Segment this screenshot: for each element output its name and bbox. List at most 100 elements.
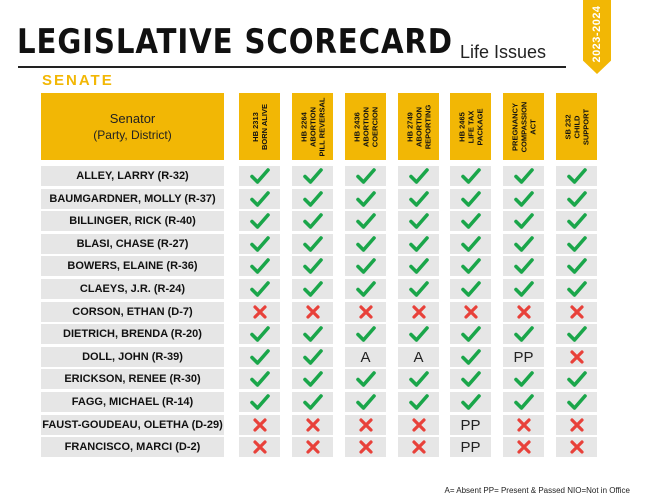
vote-check-icon [345, 211, 386, 231]
vote-status-text: PP [513, 348, 534, 366]
vote-x-icon [345, 302, 386, 322]
vote-check-icon [292, 211, 333, 231]
vote-status-cell: PP [450, 415, 491, 435]
bill-header-label: PREGNANCY COMPASSION ACT [510, 101, 537, 152]
vote-check-icon [503, 392, 544, 412]
vote-check-icon [398, 392, 439, 412]
vote-check-icon [345, 166, 386, 186]
vote-check-icon [239, 234, 280, 254]
bill-column-header: SB 232 CHILD SUPPORT [556, 93, 597, 160]
vote-x-icon [556, 302, 597, 322]
vote-check-icon [503, 166, 544, 186]
vote-check-icon [450, 234, 491, 254]
vote-x-icon [556, 437, 597, 457]
senator-name: BAUMGARDNER, MOLLY (R-37) [41, 189, 224, 209]
vote-x-icon [556, 347, 597, 367]
vote-check-icon [239, 256, 280, 276]
vote-check-icon [239, 324, 280, 344]
vote-check-icon [503, 324, 544, 344]
bill-header-label: HB 2465 LIFE TAX PACKAGE [457, 108, 484, 145]
vote-x-icon [398, 302, 439, 322]
vote-check-icon [556, 189, 597, 209]
vote-check-icon [239, 166, 280, 186]
vote-check-icon [450, 211, 491, 231]
vote-check-icon [292, 324, 333, 344]
vote-x-icon [556, 415, 597, 435]
vote-check-icon [450, 392, 491, 412]
bill-column-header: HB 2749 ABORTION REPORTING [398, 93, 439, 160]
senator-name: BOWERS, ELAINE (R-36) [41, 256, 224, 276]
vote-check-icon [503, 211, 544, 231]
vote-status-text: PP [460, 416, 481, 434]
vote-status-cell: A [398, 347, 439, 367]
bill-header-label: SB 232 CHILD SUPPORT [563, 108, 590, 145]
vote-check-icon [503, 369, 544, 389]
vote-check-icon [292, 256, 333, 276]
vote-status-cell: PP [503, 347, 544, 367]
vote-x-icon [503, 415, 544, 435]
vote-status-cell: PP [450, 437, 491, 457]
vote-check-icon [450, 256, 491, 276]
bill-header-label: HB 2264 ABORTION PILL REVERSAL [299, 96, 326, 157]
bill-column-header: HB 2264 ABORTION PILL REVERSAL [292, 93, 333, 160]
vote-check-icon [450, 279, 491, 299]
senator-column-header: Senator (Party, District) [41, 93, 224, 160]
bill-column-header: HB 2313 BORN ALIVE [239, 93, 280, 160]
vote-check-icon [398, 279, 439, 299]
vote-check-icon [345, 256, 386, 276]
senator-name: ERICKSON, RENEE (R-30) [41, 369, 224, 389]
vote-x-icon [398, 437, 439, 457]
vote-check-icon [450, 189, 491, 209]
vote-x-icon [503, 437, 544, 457]
senator-name: ALLEY, LARRY (R-32) [41, 166, 224, 186]
vote-check-icon [398, 166, 439, 186]
bill-header-label: HB 2749 ABORTION REPORTING [405, 104, 432, 149]
vote-check-icon [450, 347, 491, 367]
vote-check-icon [503, 234, 544, 254]
vote-x-icon [398, 415, 439, 435]
senator-name: BLASI, CHASE (R-27) [41, 234, 224, 254]
vote-check-icon [398, 211, 439, 231]
vote-x-icon [239, 437, 280, 457]
vote-check-icon [345, 324, 386, 344]
vote-check-icon [398, 189, 439, 209]
vote-check-icon [239, 347, 280, 367]
senator-name: FAUST-GOUDEAU, OLETHA (D-29) [41, 415, 224, 435]
vote-check-icon [345, 189, 386, 209]
title-underline [18, 66, 566, 68]
senator-name: CORSON, ETHAN (D-7) [41, 302, 224, 322]
year-range-label: 2023-2024 [591, 5, 603, 63]
vote-check-icon [345, 392, 386, 412]
vote-check-icon [345, 234, 386, 254]
vote-check-icon [450, 324, 491, 344]
vote-check-icon [556, 234, 597, 254]
bill-column-header: HB 2465 LIFE TAX PACKAGE [450, 93, 491, 160]
vote-x-icon [239, 302, 280, 322]
vote-check-icon [556, 166, 597, 186]
vote-check-icon [292, 347, 333, 367]
vote-check-icon [239, 279, 280, 299]
vote-check-icon [556, 256, 597, 276]
vote-x-icon [239, 415, 280, 435]
page-title: LEGISLATIVE SCORECARD [17, 22, 453, 62]
vote-x-icon [503, 302, 544, 322]
vote-x-icon [292, 302, 333, 322]
vote-check-icon [239, 189, 280, 209]
vote-check-icon [239, 369, 280, 389]
vote-check-icon [503, 279, 544, 299]
senator-name: BILLINGER, RICK (R-40) [41, 211, 224, 231]
vote-check-icon [556, 369, 597, 389]
vote-check-icon [345, 369, 386, 389]
vote-check-icon [450, 369, 491, 389]
chamber-label: SENATE [42, 72, 114, 89]
vote-check-icon [398, 369, 439, 389]
vote-check-icon [503, 256, 544, 276]
vote-check-icon [398, 256, 439, 276]
vote-status-text: PP [460, 438, 481, 456]
vote-x-icon [345, 437, 386, 457]
vote-check-icon [398, 234, 439, 254]
vote-check-icon [556, 279, 597, 299]
vote-status-text: A [360, 348, 371, 366]
vote-check-icon [345, 279, 386, 299]
vote-check-icon [292, 234, 333, 254]
